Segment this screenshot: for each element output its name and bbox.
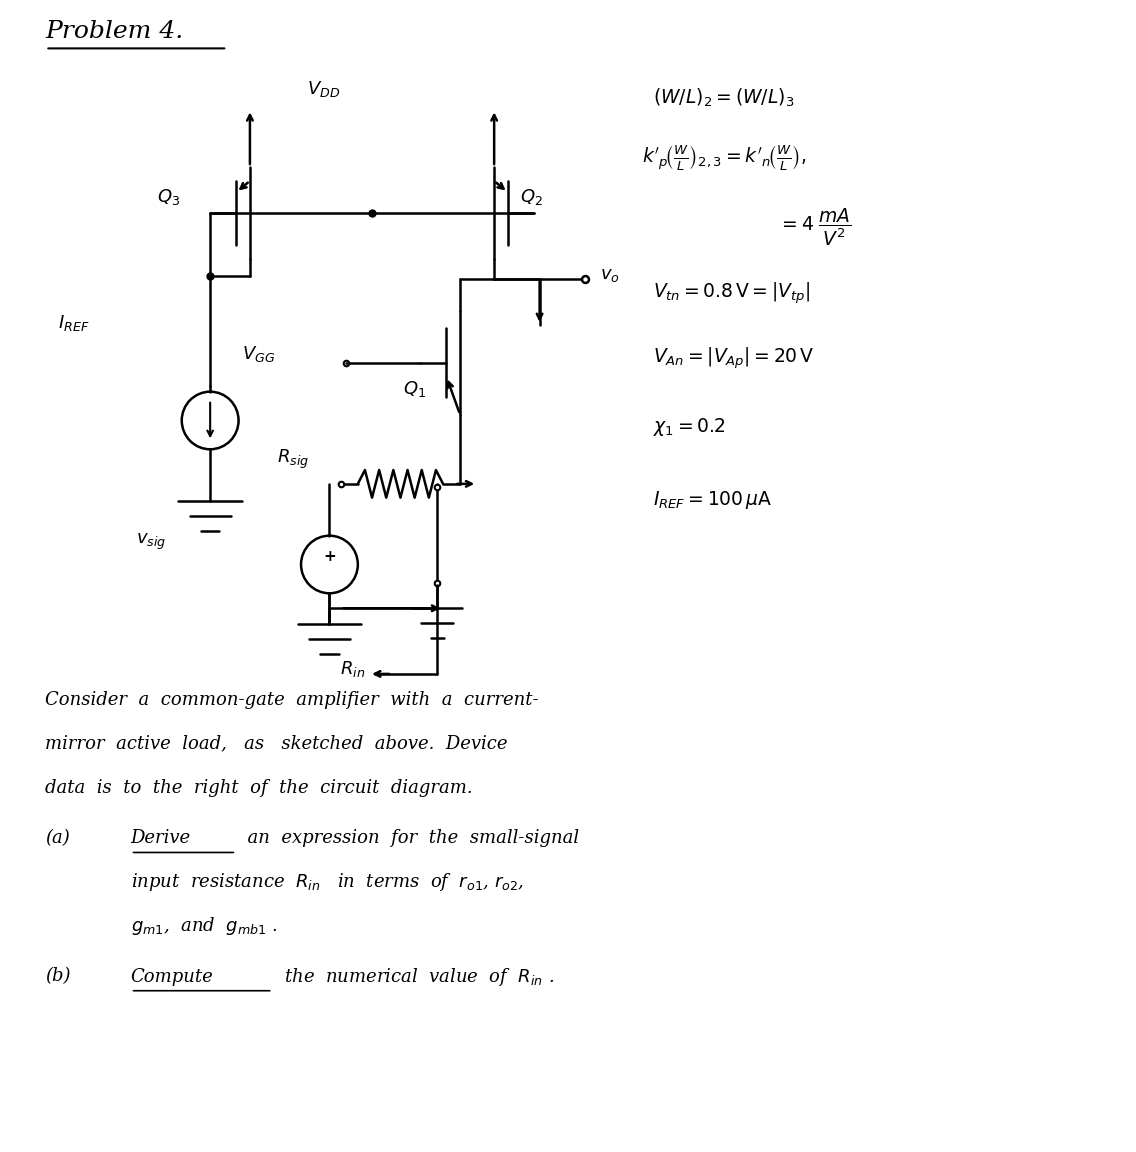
Text: $V_{DD}$: $V_{DD}$ xyxy=(307,79,341,99)
Text: Problem 4.: Problem 4. xyxy=(45,20,184,43)
Text: $\chi_1 = 0.2$: $\chi_1 = 0.2$ xyxy=(653,416,726,438)
Text: Consider  a  common-gate  amplifier  with  a  current-: Consider a common-gate amplifier with a … xyxy=(45,691,540,708)
Text: $V_{GG}$: $V_{GG}$ xyxy=(242,344,276,364)
Text: (a): (a) xyxy=(45,829,70,847)
Text: $I_{REF} = 100\,\mu\mathrm{A}$: $I_{REF} = 100\,\mu\mathrm{A}$ xyxy=(653,488,772,510)
Text: Compute: Compute xyxy=(131,968,214,985)
Text: $Q_3$: $Q_3$ xyxy=(157,187,179,206)
Text: the  numerical  value  of  $R_{in}$ .: the numerical value of $R_{in}$ . xyxy=(273,965,554,987)
Text: (b): (b) xyxy=(45,968,70,985)
Text: $v_o$: $v_o$ xyxy=(600,266,619,283)
Text: $(W/L)_2 = (W/L)_3$: $(W/L)_2 = (W/L)_3$ xyxy=(653,86,794,109)
Text: input  resistance  $R_{in}$   in  terms  of  $r_{o1}$, $r_{o2}$,: input resistance $R_{in}$ in terms of $r… xyxy=(131,871,524,893)
Text: $R_{in}$: $R_{in}$ xyxy=(340,659,365,679)
Text: an  expression  for  the  small-signal: an expression for the small-signal xyxy=(236,829,579,847)
Text: $v_{sig}$: $v_{sig}$ xyxy=(136,531,166,552)
Text: Derive: Derive xyxy=(131,829,191,847)
Text: $V_{An} = |V_{Ap}| = 20\,\mathrm{V}$: $V_{An} = |V_{Ap}| = 20\,\mathrm{V}$ xyxy=(653,346,815,371)
Text: $I_{REF}$: $I_{REF}$ xyxy=(58,313,90,333)
Text: mirror  active  load,   as   sketched  above.  Device: mirror active load, as sketched above. D… xyxy=(45,735,508,752)
Text: $g_{m1}$,  and  $g_{mb1}$ .: $g_{m1}$, and $g_{mb1}$ . xyxy=(131,915,277,937)
Text: data  is  to  the  right  of  the  circuit  diagram.: data is to the right of the circuit diag… xyxy=(45,779,473,796)
Text: $Q_2$: $Q_2$ xyxy=(520,187,543,206)
Text: $R_{sig}$: $R_{sig}$ xyxy=(277,448,309,471)
Text: $V_{tn} = 0.8\,\mathrm{V} = |V_{tp}|$: $V_{tn} = 0.8\,\mathrm{V} = |V_{tp}|$ xyxy=(653,280,810,305)
Text: +: + xyxy=(323,548,336,564)
Text: $Q_1$: $Q_1$ xyxy=(403,379,426,399)
Text: $k'_p\!\left(\frac{W}{L}\right)_{2,3} = k'_n\!\left(\frac{W}{L}\right),$: $k'_p\!\left(\frac{W}{L}\right)_{2,3} = … xyxy=(642,144,807,173)
Text: $= 4 \; \dfrac{mA}{V^2}$: $= 4 \; \dfrac{mA}{V^2}$ xyxy=(778,206,851,248)
